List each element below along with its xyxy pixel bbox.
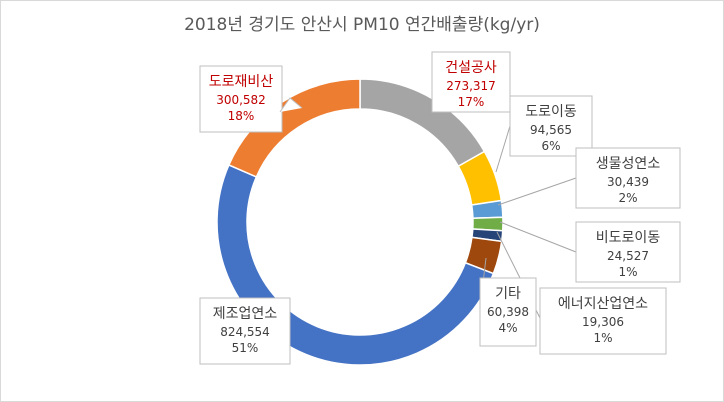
slice-percent-1: 6% bbox=[541, 139, 560, 153]
slice-value-3: 24,527 bbox=[607, 249, 649, 263]
slice-label-1: 도로이동 bbox=[525, 104, 577, 120]
callout-pointer-7 bbox=[279, 97, 303, 113]
slice-label-5: 기타 bbox=[495, 286, 521, 302]
callout-box-2 bbox=[575, 147, 681, 209]
slice-value-4: 19,306 bbox=[582, 315, 624, 329]
slice-percent-0: 17% bbox=[458, 95, 485, 109]
slice-value-0: 273,317 bbox=[446, 79, 496, 93]
slice-label-4: 에너지산업연소 bbox=[558, 296, 648, 312]
slice-label-2: 생물성연소 bbox=[596, 156, 661, 172]
slice-value-5: 60,398 bbox=[487, 305, 529, 319]
chart-title: 2018년 경기도 안산시 PM10 연간배출량(kg/yr) bbox=[184, 15, 540, 35]
callout-box-5 bbox=[479, 277, 537, 347]
callout-box-1 bbox=[509, 95, 593, 157]
slice-label-0: 건설공사 bbox=[445, 60, 497, 76]
slice-percent-2: 2% bbox=[618, 191, 637, 205]
slice-percent-5: 4% bbox=[498, 321, 517, 335]
labels-group: 건설공사 273,317 17% 도로이동 94,565 6% 생물성연소 30,439 2% 비… bbox=[199, 51, 681, 365]
slice-percent-6: 51% bbox=[232, 341, 259, 355]
slice-label-7: 도로재비산 bbox=[209, 74, 274, 90]
slice-percent-3: 1% bbox=[618, 265, 637, 279]
callout-box-4 bbox=[539, 287, 667, 355]
slice-label-3: 비도로이동 bbox=[596, 230, 661, 246]
callout-box-3 bbox=[575, 221, 681, 283]
slice-percent-7: 18% bbox=[228, 109, 255, 123]
slice-percent-4: 1% bbox=[593, 331, 612, 345]
slice-value-2: 30,439 bbox=[607, 175, 649, 189]
leader-line-2 bbox=[497, 177, 577, 206]
leader-line-1 bbox=[495, 125, 511, 173]
slice-value-6: 824,554 bbox=[220, 325, 270, 339]
slice-value-7: 300,582 bbox=[216, 93, 266, 107]
leader-line-3 bbox=[499, 221, 577, 253]
slice-label-6: 제조업연소 bbox=[213, 306, 278, 322]
callout-box-6 bbox=[199, 297, 291, 365]
callout-box-7 bbox=[199, 65, 283, 133]
callout-box-0 bbox=[431, 51, 511, 113]
slice-value-1: 94,565 bbox=[530, 123, 572, 137]
